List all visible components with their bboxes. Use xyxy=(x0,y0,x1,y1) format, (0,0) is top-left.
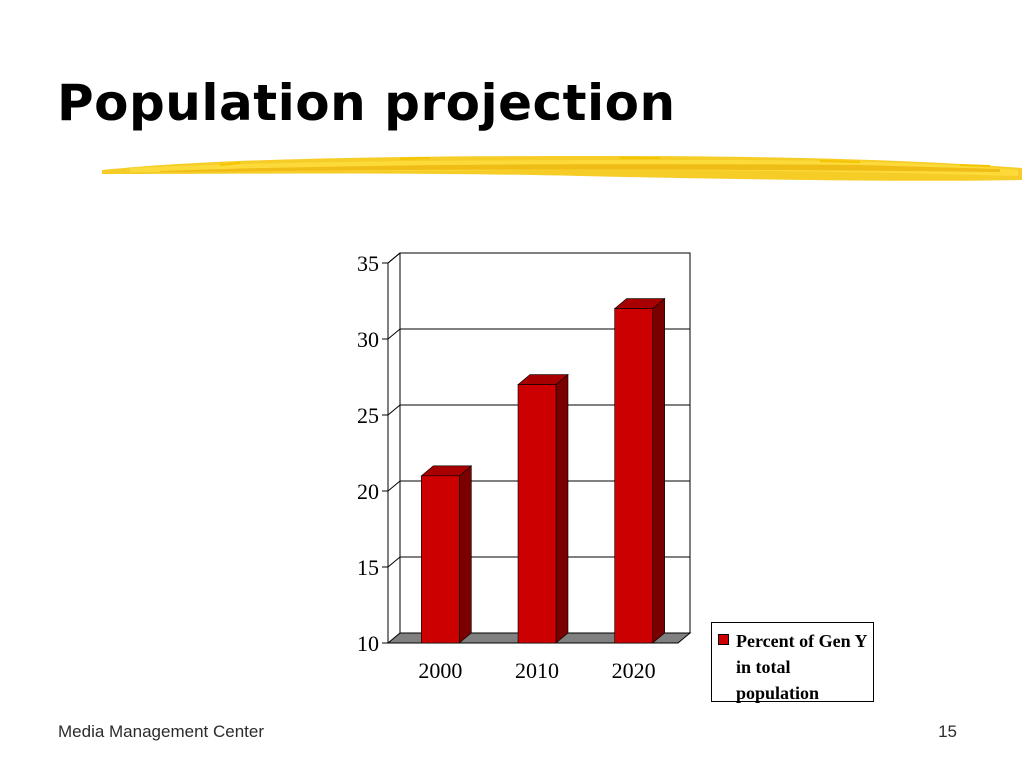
bar-front xyxy=(421,475,460,644)
bar-front xyxy=(517,384,557,644)
slide-number: 15 xyxy=(938,722,957,741)
x-tick-label: 2000 xyxy=(418,658,462,683)
gridline-side xyxy=(387,480,401,492)
gridline-side xyxy=(387,404,401,416)
x-tick-label: 2020 xyxy=(612,658,656,683)
y-tick-label: 20 xyxy=(357,479,379,504)
bar-side xyxy=(555,373,569,644)
bar-side xyxy=(459,465,472,644)
bar-2010 xyxy=(517,373,569,644)
bar-chart: 10 15 20 25 30 35 2000 2010 2020 xyxy=(357,251,692,683)
bar-2020 xyxy=(613,297,666,644)
gridline-side xyxy=(387,252,401,264)
y-tick-label: 35 xyxy=(357,251,379,276)
y-tick-label: 30 xyxy=(357,327,379,352)
legend-label: Percent of Gen Y in total population xyxy=(736,631,867,703)
y-tick-label: 10 xyxy=(357,631,379,656)
y-tick-label: 25 xyxy=(357,403,379,428)
gridline-side xyxy=(387,328,401,340)
x-tick-label: 2010 xyxy=(515,658,559,683)
footer-organization: Media Management Center xyxy=(58,722,265,741)
gridline-side xyxy=(387,556,401,568)
chart-legend: Percent of Gen Y in total population xyxy=(711,622,874,703)
slide-title: Population projection xyxy=(57,74,676,132)
legend-swatch xyxy=(718,634,729,645)
y-tick-label: 15 xyxy=(357,555,379,580)
title-underline-stroke xyxy=(102,156,1022,181)
bar-side xyxy=(652,297,665,644)
bar-front xyxy=(614,308,653,644)
bar-2000 xyxy=(420,465,473,644)
